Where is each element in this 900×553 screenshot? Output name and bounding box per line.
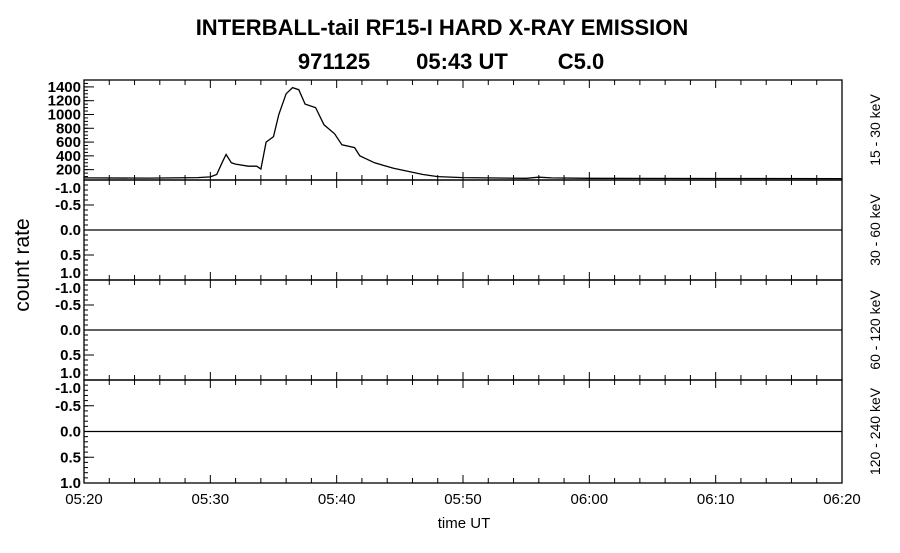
chart-title: INTERBALL-tail RF15-I HARD X-RAY EMISSIO… bbox=[196, 15, 689, 40]
y-tick-label: -0.5 bbox=[55, 398, 81, 415]
x-tick-label: 06:00 bbox=[571, 491, 609, 508]
y-tick-label: 1.0 bbox=[60, 365, 81, 382]
y-tick-label: 1.0 bbox=[60, 475, 81, 492]
x-tick-label: 05:30 bbox=[192, 491, 230, 508]
y-tick-label: 0.5 bbox=[60, 347, 81, 364]
y-tick-label: 1400 bbox=[48, 79, 81, 96]
y-tick-label: -1.0 bbox=[55, 180, 81, 197]
x-tick-label: 05:40 bbox=[318, 491, 356, 508]
y-tick-label: 1.0 bbox=[60, 265, 81, 282]
energy-band-label: 120 - 240 keV bbox=[867, 387, 883, 475]
y-tick-label: 400 bbox=[56, 148, 81, 165]
y-tick-label: 0.0 bbox=[60, 322, 81, 339]
x-tick-label: 06:20 bbox=[823, 491, 861, 508]
x-axis-label: time UT bbox=[438, 515, 491, 532]
y-tick-label: 0.0 bbox=[60, 424, 81, 441]
chart-time: 05:43 UT bbox=[416, 49, 508, 74]
panel-3: -1.0-0.5 0.0 0.51.0 60 - 120 keV bbox=[55, 279, 883, 382]
y-tick-label: -1.0 bbox=[55, 380, 81, 397]
y-tick-label: 0.0 bbox=[60, 222, 81, 239]
energy-band-label: 60 - 120 keV bbox=[867, 290, 883, 370]
y-tick-label: 600 bbox=[56, 134, 81, 151]
chart-date: 971125 bbox=[298, 49, 370, 74]
x-tick-label: 05:50 bbox=[444, 491, 482, 508]
y-tick-label: -1.0 bbox=[55, 280, 81, 297]
energy-band-label: 30 - 60 keV bbox=[867, 194, 883, 266]
chart-class: C5.0 bbox=[558, 49, 604, 74]
energy-band-label: 15 - 30 keV bbox=[867, 94, 883, 166]
panel-frame bbox=[83, 79, 843, 181]
y-tick-label: 1000 bbox=[48, 106, 81, 123]
series-line bbox=[83, 86, 843, 180]
panel-4: -1.0-0.5 0.0 0.5 1.0 120 - 240 keV bbox=[55, 379, 883, 492]
y-tick-label: 1200 bbox=[48, 93, 81, 110]
y-tick-label: 800 bbox=[56, 120, 81, 137]
y-tick-label: 200 bbox=[56, 162, 81, 179]
y-axis-label: count rate bbox=[11, 218, 34, 311]
y-tick-label: 0.5 bbox=[60, 247, 81, 264]
y-tick-label: -0.5 bbox=[55, 297, 81, 314]
y-tick-label: 0.5 bbox=[60, 449, 81, 466]
x-tick-label: 05:20 bbox=[65, 491, 103, 508]
panel-2: -1.0-0.5 0.0 0.51.0 30 - 60 keV bbox=[55, 179, 883, 282]
x-tick-label: 06:10 bbox=[697, 491, 735, 508]
y-tick-label: -0.5 bbox=[55, 197, 81, 214]
